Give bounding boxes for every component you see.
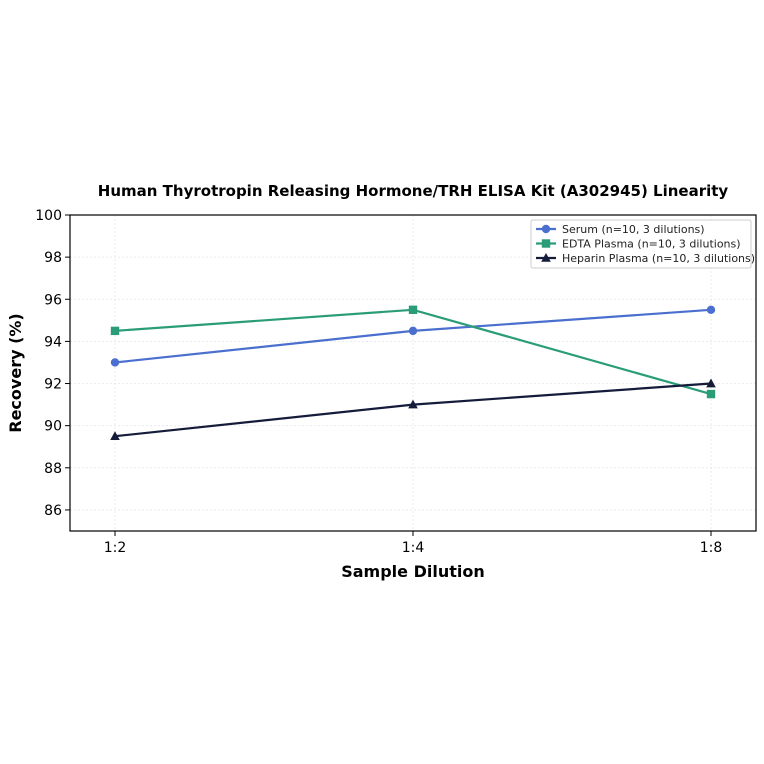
legend-swatch-marker: [541, 224, 551, 234]
series-layer: [110, 305, 716, 440]
x-axis-label: Sample Dilution: [341, 562, 485, 581]
y-tick-label: 88: [44, 461, 62, 477]
data-point: [110, 431, 120, 440]
x-tick-label: 1:4: [402, 540, 425, 556]
y-tick-label: 90: [44, 419, 62, 435]
x-tick-label: 1:2: [104, 540, 127, 556]
y-tick-label: 86: [44, 503, 62, 519]
chart-title: Human Thyrotropin Releasing Hormone/TRH …: [98, 182, 729, 200]
series-2: [110, 378, 716, 440]
y-tick-label: 94: [44, 334, 62, 350]
y-axis-label: Recovery (%): [6, 313, 25, 432]
legend-swatch-marker: [541, 253, 551, 262]
data-point: [706, 378, 716, 388]
y-tick-label: 96: [44, 292, 62, 308]
data-point: [706, 389, 716, 399]
data-point: [706, 305, 716, 314]
data-point: [408, 399, 418, 409]
data-point: [408, 326, 418, 336]
series-0: [110, 305, 716, 367]
data-point: [408, 305, 418, 314]
data-point: [110, 326, 120, 336]
legend-item: Heparin Plasma (n=10, 3 dilutions): [536, 252, 755, 265]
y-axis-ticks: 86 88 90 92 94 96 98 100: [35, 208, 70, 519]
legend-box: [530, 219, 752, 269]
legend: Serum (n=10, 3 dilutions) EDTA Plasma (n=…: [530, 219, 755, 269]
legend-item: Serum (n=10, 3 dilutions): [536, 223, 705, 236]
y-tick-label: 92: [44, 377, 62, 393]
legend-swatch-marker: [541, 239, 551, 248]
y-tick-label: 100: [35, 208, 62, 224]
legend-label: Heparin Plasma (n=10, 3 dilutions): [562, 252, 755, 265]
y-tick-label: 98: [44, 250, 62, 266]
series-1: [110, 305, 716, 399]
x-tick-label: 1:8: [700, 540, 723, 556]
legend-item: EDTA Plasma (n=10, 3 dilutions): [536, 238, 741, 251]
legend-label: EDTA Plasma (n=10, 3 dilutions): [562, 238, 741, 251]
legend-label: Serum (n=10, 3 dilutions): [562, 223, 705, 236]
x-axis-ticks: 1:2 1:4 1:8: [104, 531, 723, 556]
data-point: [110, 358, 120, 367]
